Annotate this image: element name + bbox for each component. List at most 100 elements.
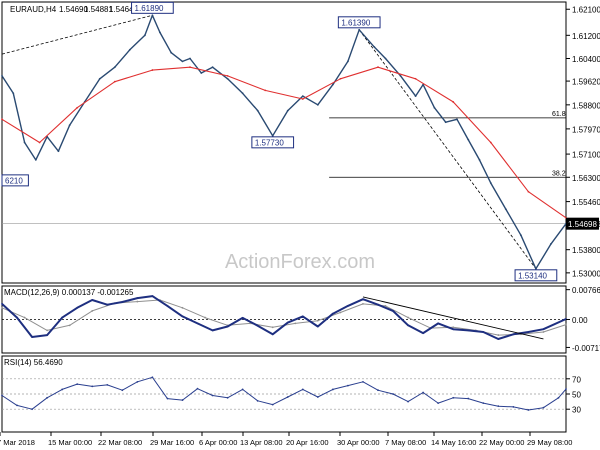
price-series-line-point [241, 92, 244, 95]
macd-line-point [482, 331, 485, 333]
price-annotation-label: 6210 [5, 176, 23, 185]
price-y-tick-label: 1.56300 [572, 174, 600, 183]
price-series-line-point [550, 242, 552, 245]
price-series-line-point [358, 28, 361, 31]
macd-line-point [196, 322, 199, 325]
macd-signal-line-point [316, 319, 319, 322]
moving-average-line-point [527, 190, 530, 193]
x-tick-label: 22 May 00:00 [479, 438, 524, 447]
price-annotation-label: 1.53140 [518, 271, 547, 280]
price-series-line-point [143, 34, 146, 37]
macd-line-point [286, 321, 289, 324]
rsi-line-point [46, 396, 49, 399]
rsi-line-point [497, 405, 500, 408]
macd-signal-line-point [68, 324, 71, 327]
rsi-line-point [392, 393, 394, 395]
macd-line-point [256, 324, 259, 327]
macd-signal-line-point [452, 326, 455, 329]
macd-line-point [211, 329, 214, 332]
rsi-line-point [241, 388, 244, 391]
price-series-line-point [519, 234, 522, 237]
price-y-tick-label: 1.60400 [572, 55, 600, 64]
macd-signal-line-point [136, 300, 139, 303]
price-y-tick-label: 1.61200 [572, 32, 600, 41]
price-series-line-point [128, 48, 131, 51]
rsi-line-point [286, 396, 289, 398]
price-series-line-point [301, 95, 304, 98]
fib-level-label: 38.2 [552, 170, 566, 177]
macd-line-point [136, 297, 139, 299]
rsi-line-point [557, 396, 560, 399]
rsi-line-point [347, 384, 349, 387]
rsi-line-point [106, 383, 109, 386]
macd-line-point [46, 334, 49, 336]
macd-line-point [76, 306, 79, 309]
rsi-line-point [331, 388, 334, 391]
moving-average-line-point [1, 118, 3, 121]
moving-average-line-point [151, 69, 154, 71]
price-annotation-box [131, 1, 174, 14]
moving-average-line-point [76, 106, 79, 109]
macd-panel-frame [1, 285, 567, 354]
macd-line-point [316, 325, 319, 328]
price-y-tick-label: 1.57100 [572, 151, 600, 160]
macd-line-point [377, 303, 379, 306]
price-series-line-point [316, 103, 319, 106]
rsi-line-point [271, 403, 274, 406]
macd-y-tick-label: 0.00766 [572, 286, 600, 295]
macd-line-point [542, 328, 545, 331]
ohlc-value: 1.54690 [59, 5, 88, 14]
price-series-line-point [286, 109, 289, 112]
price-annotation-label: 1.57730 [255, 138, 284, 147]
rsi-line-point [136, 380, 139, 383]
rsi-line-point [542, 406, 545, 409]
macd-y-tick-label: -0.007171 [572, 344, 600, 353]
x-tick-label: 30 Apr 00:00 [337, 438, 380, 447]
moving-average-line-point [264, 89, 267, 92]
macd-line-point [226, 325, 229, 328]
macd-line-point [422, 332, 425, 335]
rsi-line-point [31, 408, 33, 411]
last-price-tag-label: 1.54698 [568, 220, 597, 229]
moving-average-line-point [189, 66, 191, 69]
rsi-line-point [61, 388, 64, 391]
macd-signal-line-point [204, 316, 206, 319]
macd-signal-line-point [91, 310, 94, 312]
rsi-line-point [91, 385, 94, 388]
macd-line-point [407, 324, 409, 327]
price-series-line-point [467, 138, 470, 141]
price-series-line-point [200, 72, 203, 74]
rsi-line-point [1, 394, 3, 397]
macd-line-point [362, 298, 364, 301]
price-series-line-point [489, 182, 492, 184]
macd-line-point [181, 315, 184, 318]
macd-line-point [31, 336, 33, 338]
rsi-line-point [437, 402, 440, 405]
moving-average-line-point [38, 141, 41, 144]
rsi-title: RSI(14) 56.4690 [4, 358, 63, 367]
price-series-line-point [347, 60, 349, 63]
rsi-y-tick-label: 50 [572, 391, 581, 400]
rsi-line-point [226, 396, 229, 399]
rsi-line-point [76, 383, 79, 386]
price-annotation-box [337, 16, 381, 29]
macd-title: MACD(12,26,9) 0.000137 -0.001265 [4, 288, 134, 297]
price-series-line-point [384, 57, 387, 60]
price-series-line-point [399, 74, 402, 77]
moving-average-line-point [489, 141, 492, 144]
macd-signal-line-point [542, 331, 545, 333]
price-series-line-point [414, 95, 417, 98]
price-series-line-point [226, 77, 229, 80]
macd-panel: MACD(12,26,9) 0.000137 -0.001265 0.00766 0… [1, 285, 600, 354]
price-series-line-point [34, 158, 37, 161]
price-series-line-point [189, 57, 191, 60]
price-title: EURAUD,H4 [10, 5, 57, 14]
trendline-dashed [358, 29, 537, 270]
price-annotation-label: 1.61390 [341, 18, 370, 27]
macd-line-point [1, 303, 3, 305]
price-series-line-point [1, 74, 3, 77]
moving-average-line-point [414, 77, 417, 80]
macd-signal-line-point [362, 303, 364, 305]
price-series-line-point [151, 14, 154, 17]
